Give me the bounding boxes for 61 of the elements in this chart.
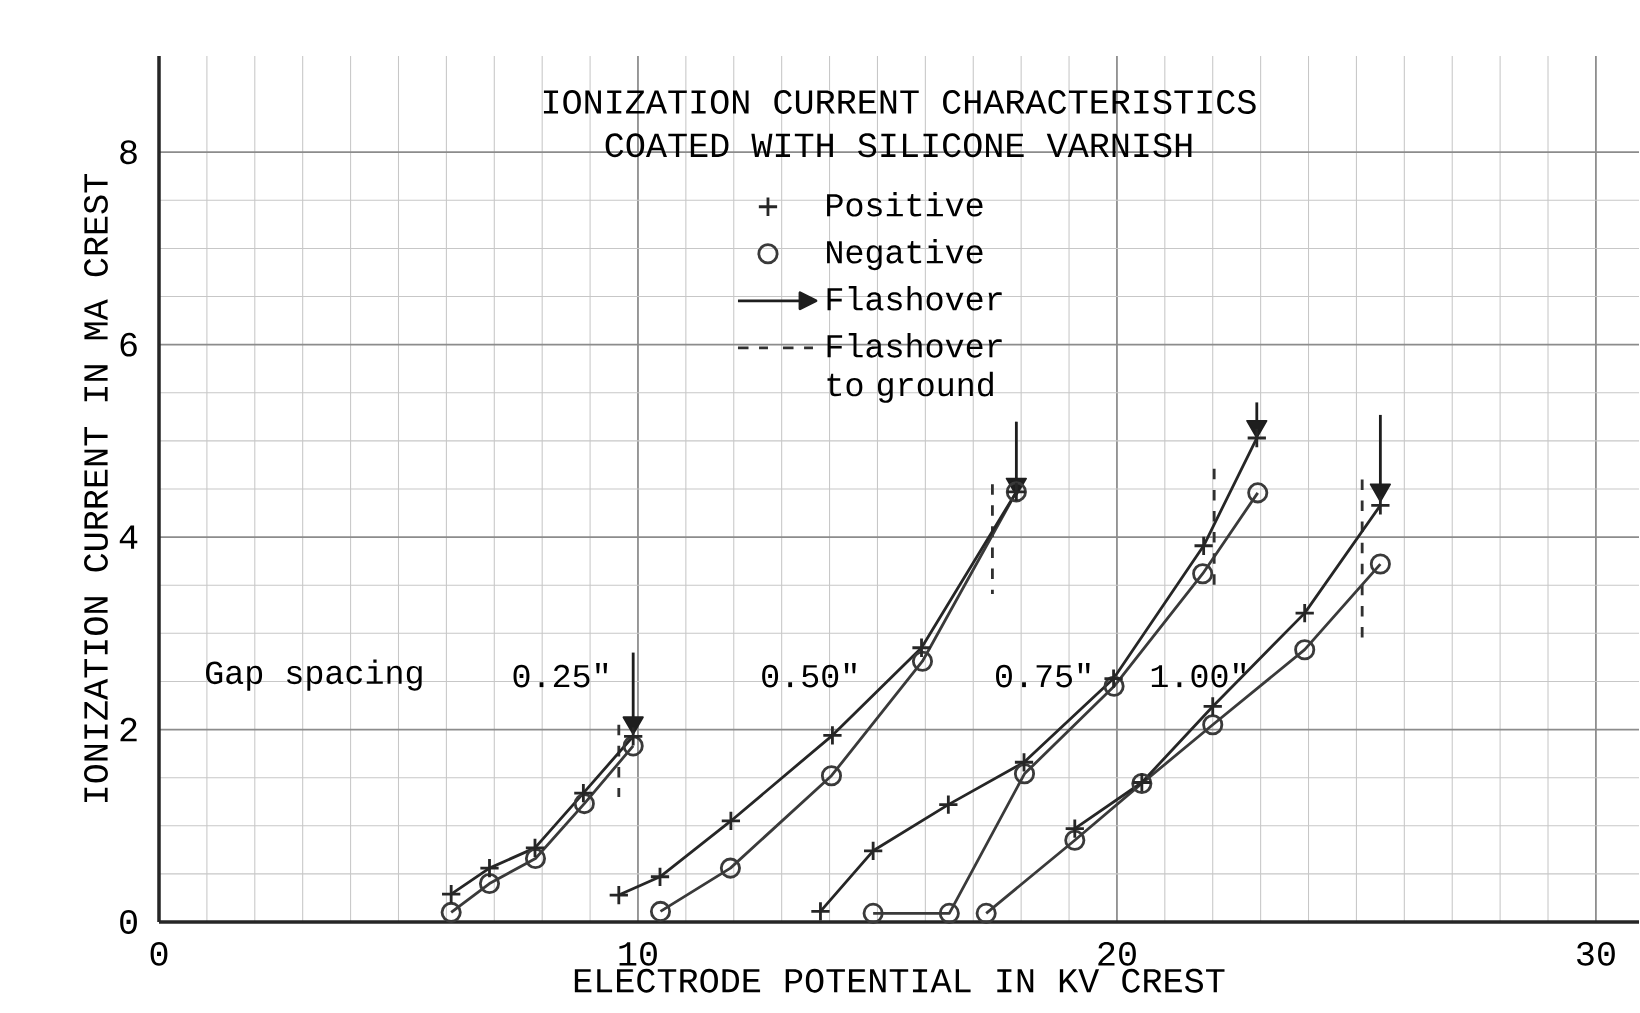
point (1247, 482, 1269, 504)
point (1013, 763, 1036, 785)
annotation: Gap spacing (206, 659, 422, 691)
point (862, 840, 884, 862)
point (478, 857, 501, 879)
y-tick-label: 2 (120, 717, 137, 742)
point (572, 782, 594, 804)
point (440, 883, 462, 905)
point (975, 902, 997, 924)
point (1064, 818, 1086, 840)
point (1192, 563, 1214, 585)
point (524, 847, 547, 870)
x-tick-label: 0 (150, 941, 168, 966)
point (938, 902, 960, 924)
annotation: 0.25" (513, 662, 608, 688)
annotation: 0.50" (762, 662, 856, 688)
y-tick-label: 4 (119, 525, 138, 549)
point (821, 724, 843, 746)
legend-label: Positive (827, 192, 983, 217)
y-tick-label: 8 (120, 140, 137, 165)
point (1294, 639, 1316, 661)
x-axis-title: ELECTRODE POTENTIAL IN KV CREST (574, 968, 1225, 993)
point (478, 872, 501, 895)
point (820, 765, 843, 787)
annotation: 1.00" (1151, 662, 1245, 688)
text: COATED WITH SILICONE VARNISH (605, 133, 1192, 158)
point (1202, 714, 1224, 736)
point (622, 725, 644, 747)
point (720, 810, 742, 832)
point (1246, 427, 1268, 449)
point (1064, 829, 1086, 851)
point (524, 837, 546, 859)
x-tick-label: 10 (619, 941, 657, 966)
point (911, 650, 934, 672)
point (1202, 695, 1224, 718)
point (862, 902, 884, 924)
y-tick-label: 6 (120, 332, 137, 357)
point (649, 866, 671, 888)
point (440, 901, 462, 923)
legend-label: Flashover to ground (827, 333, 1002, 403)
point (1294, 602, 1316, 624)
point (608, 884, 630, 906)
y-axis-title: IONIZATION CURRENT IN MA CREST (84, 174, 108, 802)
point (809, 900, 832, 922)
point (719, 857, 741, 879)
point (937, 794, 959, 816)
y-tick-label: 0 (120, 910, 137, 934)
point (649, 900, 672, 922)
annotation: 0.75" (996, 662, 1090, 688)
legend-label: Flashover (827, 286, 1002, 311)
point (910, 637, 933, 659)
x-tick-label: 20 (1098, 941, 1136, 966)
point (1369, 553, 1391, 575)
point (1369, 494, 1391, 516)
point (1193, 535, 1215, 557)
point (1013, 751, 1035, 773)
text: IONIZATION CURRENT CHARACTERISTICS (543, 90, 1256, 114)
legend-label: Negative (827, 239, 983, 271)
point (573, 793, 595, 815)
x-tick-label: 30 (1577, 941, 1615, 966)
point (1103, 668, 1125, 690)
